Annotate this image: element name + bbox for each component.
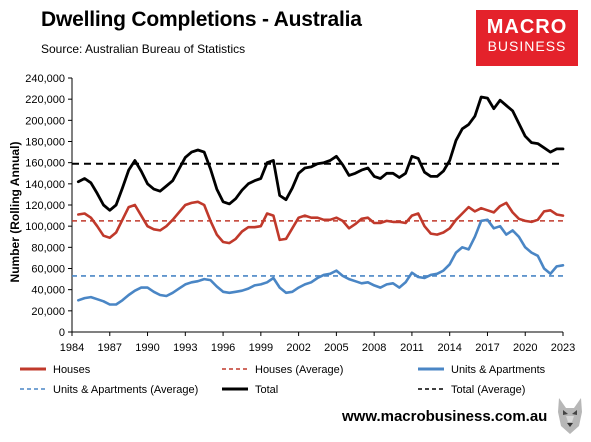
- x-tick-label: 1987: [98, 342, 122, 354]
- x-tick-label: 2008: [362, 342, 386, 354]
- x-tick-label: 2017: [475, 342, 499, 354]
- x-tick-label: 2002: [286, 342, 310, 354]
- x-tick-label: 2005: [324, 342, 348, 354]
- x-tick-label: 1999: [249, 342, 273, 354]
- series-line-total: [76, 95, 565, 212]
- y-axis-label: Number (Rolling Annual): [8, 142, 22, 283]
- y-tick-label: 240,000: [25, 73, 65, 85]
- wolf-icon: [558, 398, 582, 434]
- logo-text-macro: MACRO: [486, 16, 568, 38]
- macrobusiness-logo: MACRO BUSINESS: [476, 10, 578, 66]
- chart-subtitle: Source: Australian Bureau of Statistics: [41, 42, 246, 56]
- x-tick-label: 2020: [513, 342, 537, 354]
- y-tick-label: 60,000: [31, 264, 65, 276]
- legend-label-houses: Houses: [53, 364, 91, 376]
- x-tick-label: 1990: [135, 342, 159, 354]
- y-tick-label: 0: [59, 327, 65, 339]
- x-tick-label: 1996: [211, 342, 235, 354]
- x-tick-label: 2023: [551, 342, 575, 354]
- y-tick-label: 120,000: [25, 200, 65, 212]
- legend-label-total-avg: Total (Average): [451, 384, 525, 396]
- chart-title: Dwelling Completions - Australia: [41, 8, 362, 31]
- legend-label-units-avg: Units & Apartments (Average): [53, 384, 198, 396]
- series-line-houses: [77, 200, 565, 245]
- logo-text-business: BUSINESS: [487, 38, 567, 54]
- x-tick-label: 2011: [400, 342, 424, 354]
- x-tick-label: 2014: [437, 342, 461, 354]
- y-tick-label: 220,000: [25, 94, 65, 106]
- y-tick-label: 20,000: [31, 306, 65, 318]
- y-tick-label: 100,000: [25, 221, 65, 233]
- legend-label-total: Total: [255, 384, 278, 396]
- y-tick-label: 40,000: [31, 285, 65, 297]
- y-tick-label: 160,000: [25, 158, 65, 170]
- footer-url: www.macrobusiness.com.au: [342, 408, 548, 425]
- x-tick-label: 1993: [173, 342, 197, 354]
- y-tick-label: 80,000: [31, 242, 65, 254]
- y-tick-label: 140,000: [25, 179, 65, 191]
- legend-label-units: Units & Apartments: [451, 364, 546, 376]
- y-tick-label: 200,000: [25, 115, 65, 127]
- series-line-units: [77, 218, 565, 306]
- legend-label-houses-avg: Houses (Average): [255, 364, 343, 376]
- y-tick-label: 180,000: [25, 137, 65, 149]
- x-tick-label: 1984: [60, 342, 84, 354]
